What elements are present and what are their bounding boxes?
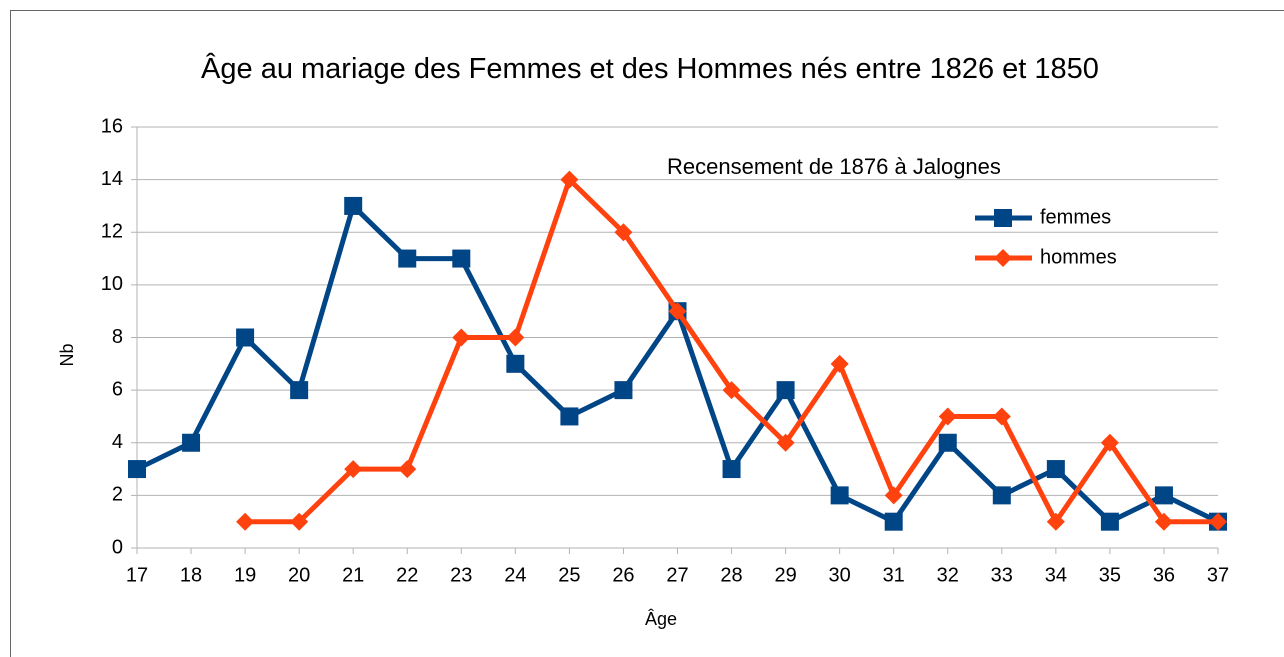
y-tick-label: 6 <box>112 378 123 400</box>
data-point <box>830 486 849 505</box>
data-point <box>1209 512 1227 531</box>
x-tick-label: 19 <box>234 564 256 586</box>
data-point <box>236 328 255 347</box>
x-tick-label: 22 <box>396 564 418 586</box>
data-point <box>614 381 633 400</box>
data-point <box>776 381 795 400</box>
data-point <box>830 354 849 373</box>
data-point <box>938 407 957 426</box>
x-tick-label: 32 <box>937 564 959 586</box>
data-point <box>1046 512 1065 531</box>
legend-label: hommes <box>1040 246 1117 268</box>
data-point <box>614 223 633 242</box>
data-point <box>560 407 579 426</box>
data-point <box>290 381 309 400</box>
legend-label: femmes <box>1040 206 1111 228</box>
legend-marker <box>994 249 1012 267</box>
x-tick-label: 20 <box>288 564 310 586</box>
y-tick-label: 10 <box>101 273 123 295</box>
x-tick-label: 24 <box>504 564 526 586</box>
data-point <box>992 407 1011 426</box>
x-tick-label: 17 <box>126 564 148 586</box>
data-point <box>182 433 201 452</box>
x-tick-label: 29 <box>774 564 796 586</box>
data-point <box>668 302 687 321</box>
x-tick-label: 21 <box>342 564 364 586</box>
x-tick-label: 31 <box>883 564 905 586</box>
data-point <box>1100 433 1119 452</box>
data-point <box>236 512 255 531</box>
x-axis-label: Âge <box>645 609 677 629</box>
data-point <box>884 512 903 531</box>
data-point <box>560 170 579 189</box>
data-point <box>1100 512 1119 531</box>
data-point <box>938 433 957 452</box>
data-point <box>1154 512 1173 531</box>
y-tick-label: 14 <box>101 168 123 190</box>
y-axis-label: Nb <box>57 343 77 366</box>
data-point <box>398 460 417 479</box>
data-point <box>452 328 471 347</box>
x-tick-label: 36 <box>1153 564 1175 586</box>
x-tick-label: 34 <box>1045 564 1067 586</box>
data-point <box>1154 486 1173 505</box>
y-tick-label: 2 <box>112 484 123 506</box>
data-point <box>398 249 417 268</box>
chart-border <box>10 10 1284 657</box>
x-tick-label: 30 <box>829 564 851 586</box>
data-point <box>722 381 741 400</box>
data-point <box>992 486 1011 505</box>
data-point <box>722 460 741 479</box>
data-point <box>128 460 146 479</box>
data-point <box>1046 460 1065 479</box>
data-point <box>506 354 525 373</box>
data-point <box>344 460 363 479</box>
legend-marker <box>994 209 1012 227</box>
x-tick-label: 25 <box>558 564 580 586</box>
x-tick-label: 33 <box>991 564 1013 586</box>
annotation: Recensement de 1876 à Jalognes <box>667 154 1001 179</box>
data-point <box>506 328 525 347</box>
x-tick-label: 37 <box>1207 564 1229 586</box>
x-tick-label: 35 <box>1099 564 1121 586</box>
x-tick-label: 18 <box>180 564 202 586</box>
data-point <box>776 433 795 452</box>
data-point <box>344 196 363 215</box>
y-tick-label: 12 <box>101 221 123 243</box>
data-point <box>884 486 903 505</box>
y-tick-label: 4 <box>112 431 123 453</box>
x-tick-label: 23 <box>450 564 472 586</box>
y-tick-label: 16 <box>101 115 123 137</box>
data-point <box>290 512 309 531</box>
y-tick-label: 8 <box>112 326 123 348</box>
y-tick-label: 0 <box>112 536 123 558</box>
chart-title: Âge au mariage des Femmes et des Hommes … <box>201 53 1099 85</box>
data-point <box>452 249 471 268</box>
x-tick-label: 27 <box>666 564 688 586</box>
x-tick-label: 28 <box>720 564 742 586</box>
x-tick-label: 26 <box>612 564 634 586</box>
